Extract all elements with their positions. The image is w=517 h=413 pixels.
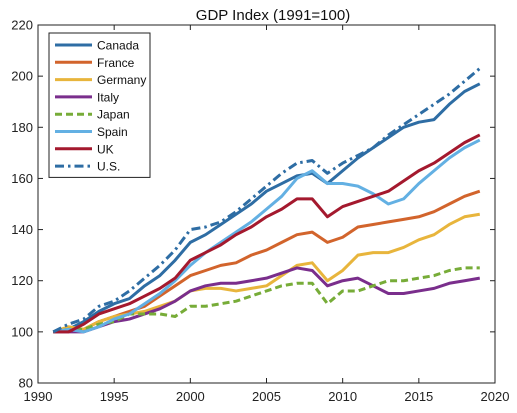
x-tick-label: 2020	[481, 389, 510, 404]
y-tick-label: 140	[11, 222, 33, 237]
series-line-japan	[52, 266, 480, 334]
legend-label-france: France	[97, 56, 135, 70]
series-line-spain	[52, 138, 481, 334]
series-line-u-s	[52, 67, 481, 334]
y-tick-label: 160	[11, 171, 33, 186]
y-tick-label: 80	[19, 376, 33, 391]
y-tick-label: 200	[11, 69, 33, 84]
x-tick-label: 1990	[24, 389, 53, 404]
series-line-italy	[53, 266, 481, 334]
legend-label-spain: Spain	[97, 125, 128, 139]
x-tick-label: 2010	[328, 389, 357, 404]
legend-label-japan: Japan	[97, 108, 130, 122]
series-lines	[52, 67, 481, 334]
x-tick-label: 2005	[252, 389, 281, 404]
legend: Canada France Germany Italy Japan Spain UK U.S.	[48, 32, 151, 178]
y-tick-label: 120	[11, 273, 33, 288]
legend-label-germany: Germany	[97, 73, 146, 87]
legend-label-u-s: U.S.	[97, 160, 120, 174]
x-axis: 1990 1995 2000 2005 2010 2015 2020	[24, 25, 510, 404]
x-tick-label: 1995	[100, 389, 129, 404]
chart-title: GDP Index (1991=100)	[196, 7, 350, 24]
legend-label-uk: UK	[97, 142, 114, 156]
series-line-uk	[53, 133, 481, 334]
x-tick-label: 2000	[176, 389, 205, 404]
legend-label-italy: Italy	[97, 90, 119, 104]
y-tick-label: 180	[11, 120, 33, 135]
series-line-canada	[52, 82, 481, 334]
y-axis: 80 100 120 140 160 180 200 220	[11, 18, 495, 391]
legend-label-canada: Canada	[97, 39, 139, 53]
x-tick-label: 2015	[404, 389, 433, 404]
y-tick-label: 100	[11, 324, 33, 339]
legend-box	[48, 32, 151, 178]
series-line-france	[52, 189, 481, 334]
y-tick-label: 220	[11, 18, 33, 33]
